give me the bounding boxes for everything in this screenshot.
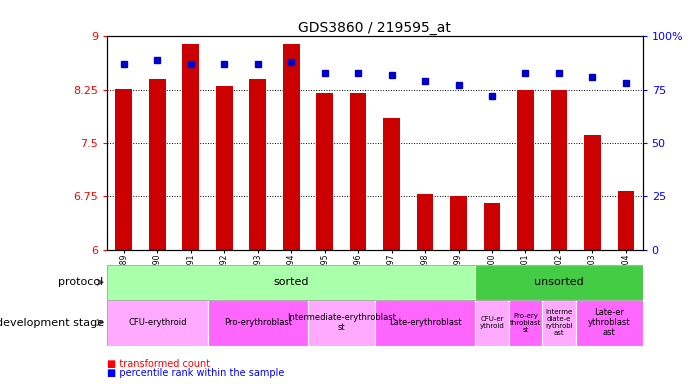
Bar xyxy=(182,44,199,250)
Bar xyxy=(618,191,634,250)
Text: Late-erythroblast: Late-erythroblast xyxy=(389,318,462,327)
Bar xyxy=(115,89,132,250)
Text: protocol: protocol xyxy=(59,277,104,287)
Bar xyxy=(216,86,233,250)
Title: GDS3860 / 219595_at: GDS3860 / 219595_at xyxy=(299,22,451,35)
Text: unsorted: unsorted xyxy=(534,277,584,287)
Bar xyxy=(384,118,400,250)
Bar xyxy=(450,196,467,250)
Bar xyxy=(316,93,333,250)
Bar xyxy=(375,300,475,346)
Text: Pro-ery
throblast
st: Pro-ery throblast st xyxy=(510,313,541,333)
Bar xyxy=(350,93,366,250)
Text: CFU-erythroid: CFU-erythroid xyxy=(128,318,187,327)
Bar xyxy=(509,300,542,346)
Text: Pro-erythroblast: Pro-erythroblast xyxy=(224,318,292,327)
Bar xyxy=(542,300,576,346)
Bar xyxy=(517,90,534,250)
Bar xyxy=(249,79,266,250)
Bar xyxy=(149,79,166,250)
Bar xyxy=(475,300,509,346)
Text: development stage: development stage xyxy=(0,318,104,328)
Bar xyxy=(475,265,643,300)
Bar xyxy=(283,44,300,250)
Bar xyxy=(308,300,375,346)
Text: Late-er
ythroblast
ast: Late-er ythroblast ast xyxy=(588,308,630,338)
Bar xyxy=(584,134,600,250)
Bar xyxy=(417,194,433,250)
Text: Intermediate-erythroblast
st: Intermediate-erythroblast st xyxy=(287,313,396,332)
Text: sorted: sorted xyxy=(274,277,309,287)
Bar xyxy=(107,300,207,346)
Text: ■ percentile rank within the sample: ■ percentile rank within the sample xyxy=(107,368,285,378)
Text: CFU-er
ythroid: CFU-er ythroid xyxy=(480,316,504,329)
Bar xyxy=(207,300,308,346)
Bar xyxy=(107,265,475,300)
Text: ■ transformed count: ■ transformed count xyxy=(107,359,210,369)
Text: Interme
diate-e
rythrobl
ast: Interme diate-e rythrobl ast xyxy=(545,309,573,336)
Bar xyxy=(576,300,643,346)
Bar xyxy=(484,204,500,250)
Bar xyxy=(551,90,567,250)
